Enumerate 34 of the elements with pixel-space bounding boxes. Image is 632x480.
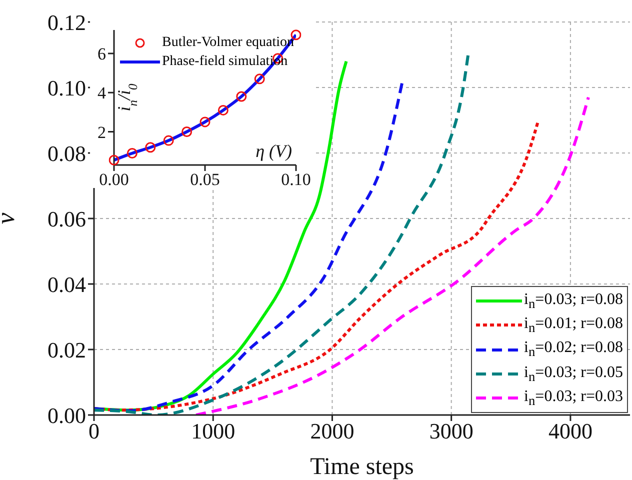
- x-tick-label: 0.05: [190, 170, 220, 190]
- x-axis-title: η (V): [256, 141, 292, 161]
- y-tick-label: 0.00: [48, 402, 86, 428]
- x-tick-label: 4000: [548, 418, 592, 444]
- point: [163, 135, 174, 146]
- point: [218, 104, 228, 116]
- x-tick-label: 2000: [310, 418, 354, 444]
- point: [254, 74, 265, 84]
- legend-label: i$_{n}$=0.03; r=0.08: [524, 290, 623, 314]
- x-tick-label: 0.10: [281, 170, 311, 190]
- point: [145, 142, 156, 153]
- x-tick-label: 3000: [429, 418, 474, 444]
- x-tick-label: 1000: [191, 418, 236, 444]
- y-tick-label: 0.10: [48, 75, 86, 100]
- y-tick-label: 2: [98, 122, 106, 142]
- y-tick-label: 0.04: [48, 272, 86, 297]
- point: [182, 126, 192, 137]
- legend-label: i$_{n}$=0.02; r=0.08: [524, 338, 623, 362]
- y-tick-label: 0.08: [48, 140, 86, 166]
- point: [126, 148, 138, 159]
- x-axis-title: Time steps: [310, 454, 414, 480]
- y-tick-label: 6: [98, 44, 106, 64]
- y-axis-title: v: [0, 212, 20, 224]
- legend-label: i$_{n}$=0.01; r=0.08: [524, 314, 623, 338]
- point: [200, 116, 210, 128]
- x-tick-label: 0: [88, 418, 100, 444]
- legend-label: i$_{n}$=0.03; r=0.05: [524, 362, 623, 386]
- y-tick-label: 0.06: [48, 206, 86, 232]
- legend-label: i$_{n}$=0.03; r=0.03: [524, 386, 623, 410]
- point: [236, 91, 247, 102]
- y-tick-label: 4: [98, 84, 106, 103]
- y-tick-label: 0.02: [48, 337, 86, 362]
- point: [108, 154, 120, 166]
- y-tick-label: 0.12: [48, 10, 86, 35]
